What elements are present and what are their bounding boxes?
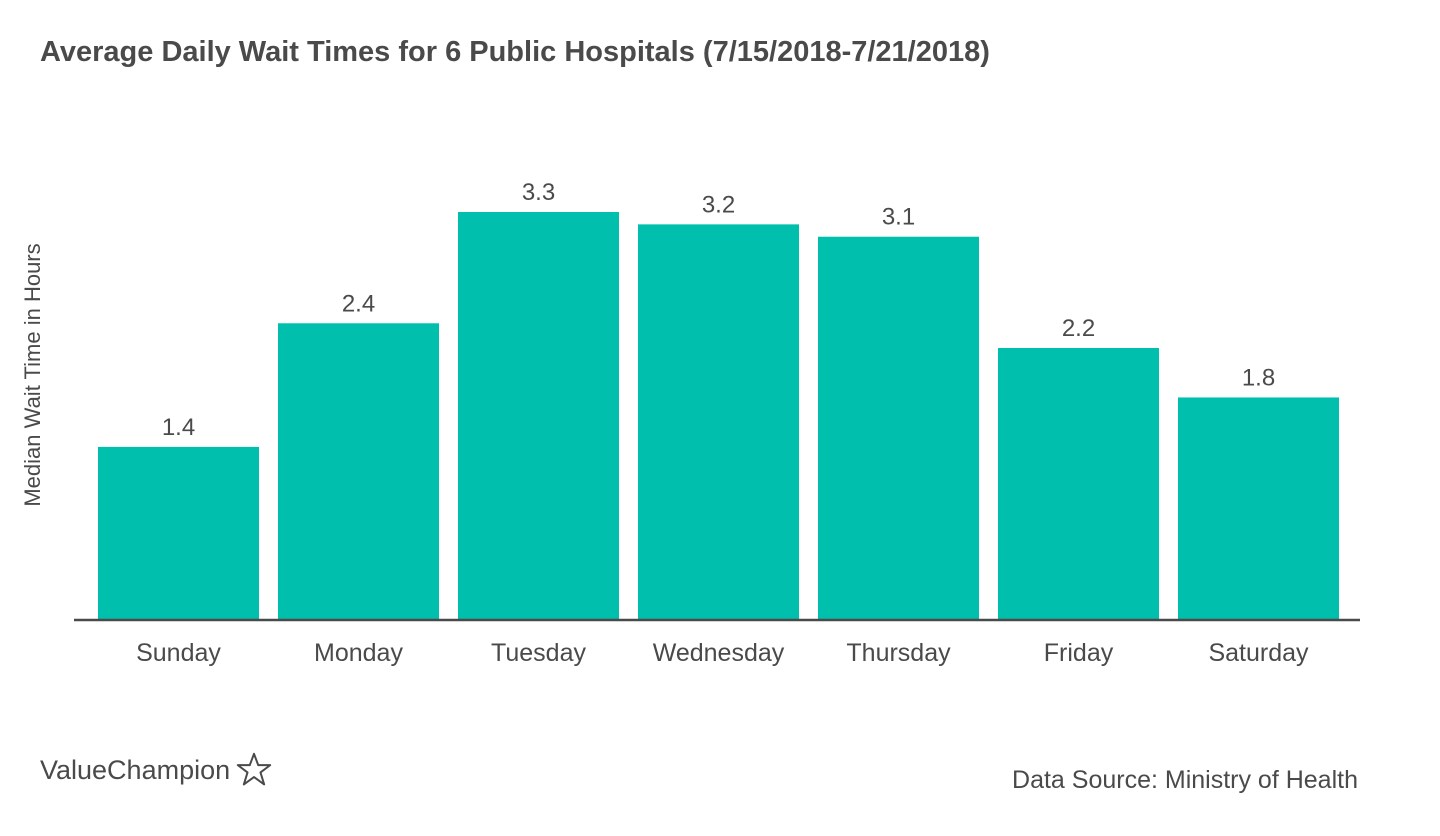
x-tick-label-wednesday: Wednesday — [653, 639, 785, 667]
bar-thursday — [818, 236, 979, 620]
x-tick-label-tuesday: Tuesday — [491, 639, 586, 667]
brand-logo: ValueChampion — [40, 752, 272, 788]
bar-friday — [998, 348, 1159, 620]
data-label-thursday: 3.1 — [882, 204, 915, 231]
data-label-wednesday: 3.2 — [702, 191, 735, 218]
star-outline-icon — [236, 752, 272, 786]
bar-saturday — [1178, 397, 1339, 620]
data-label-tuesday: 3.3 — [522, 179, 555, 206]
bar-monday — [278, 323, 439, 620]
data-label-monday: 2.4 — [342, 290, 375, 317]
brand-name: ValueChampion — [40, 754, 231, 785]
bar-tuesday — [458, 212, 619, 620]
data-source: Data Source: Ministry of Health — [1012, 766, 1358, 794]
bar-sunday — [98, 446, 259, 620]
x-tick-label-friday: Friday — [1044, 639, 1114, 667]
x-tick-label-saturday: Saturday — [1208, 639, 1309, 667]
data-label-friday: 2.2 — [1062, 315, 1095, 342]
x-tick-label-thursday: Thursday — [846, 639, 951, 667]
x-tick-label-monday: Monday — [314, 639, 403, 667]
chart-title: Average Daily Wait Times for 6 Public Ho… — [40, 36, 990, 68]
data-label-saturday: 1.8 — [1242, 364, 1275, 391]
bar-wednesday — [638, 224, 799, 620]
x-tick-label-sunday: Sunday — [136, 639, 221, 667]
data-label-sunday: 1.4 — [162, 414, 195, 441]
